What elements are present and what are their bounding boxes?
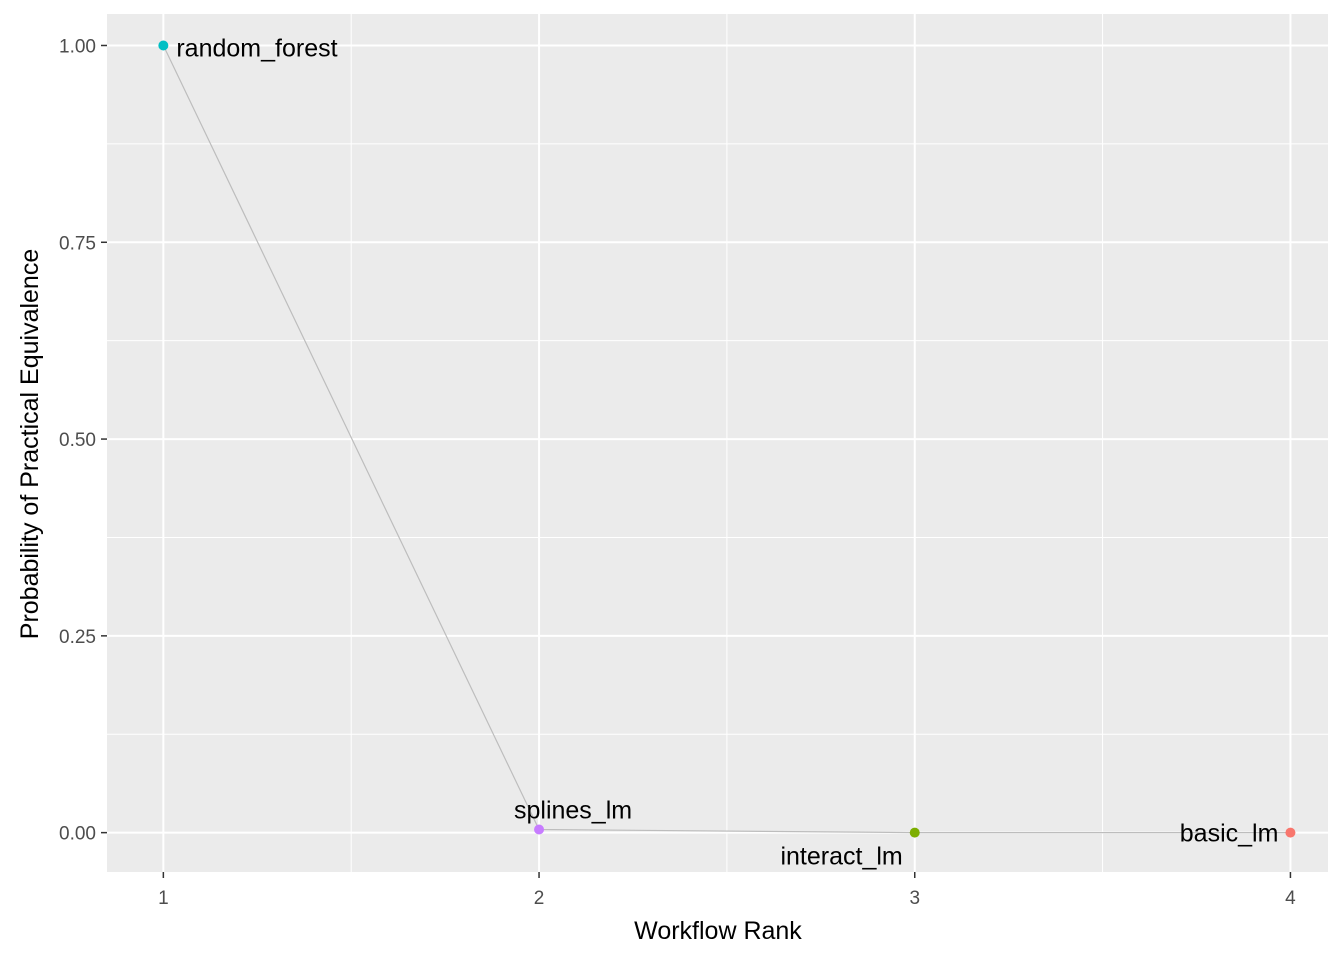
point-label-basic_lm: basic_lm [1180,820,1279,848]
y-tick-label: 0.25 [59,627,96,648]
data-point-random_forest [158,40,169,51]
x-axis-title: Workflow Rank [634,917,802,945]
x-tick-label: 4 [1285,888,1296,909]
y-tick-label: 0.75 [59,233,96,254]
y-axis-title: Probability of Practical Equivalence [16,249,44,639]
x-tick-label: 2 [534,888,545,909]
data-point-interact_lm [909,827,920,838]
series-line [162,45,1291,834]
major-gridlines [107,14,1328,872]
x-tick-label: 1 [158,888,169,909]
point-label-splines_lm: splines_lm [514,796,632,824]
plot-panel [107,14,1328,872]
series-layer: random_forest splines_lm interact_lm basic_… [158,34,1296,871]
data-point-basic_lm [1285,827,1296,838]
y-tick-label: 1.00 [59,36,96,57]
x-tick-label: 3 [909,888,920,909]
y-tick-label: 0.00 [59,824,96,845]
data-point-splines_lm [534,824,545,835]
point-label-random_forest: random_forest [176,34,337,62]
minor-gridlines [107,14,1328,872]
point-label-interact_lm: interact_lm [780,843,902,871]
axes-layer: 1 2 3 4 0.00 0.25 0.50 0.75 1.00 [59,36,1296,909]
y-tick-label: 0.50 [59,430,96,451]
